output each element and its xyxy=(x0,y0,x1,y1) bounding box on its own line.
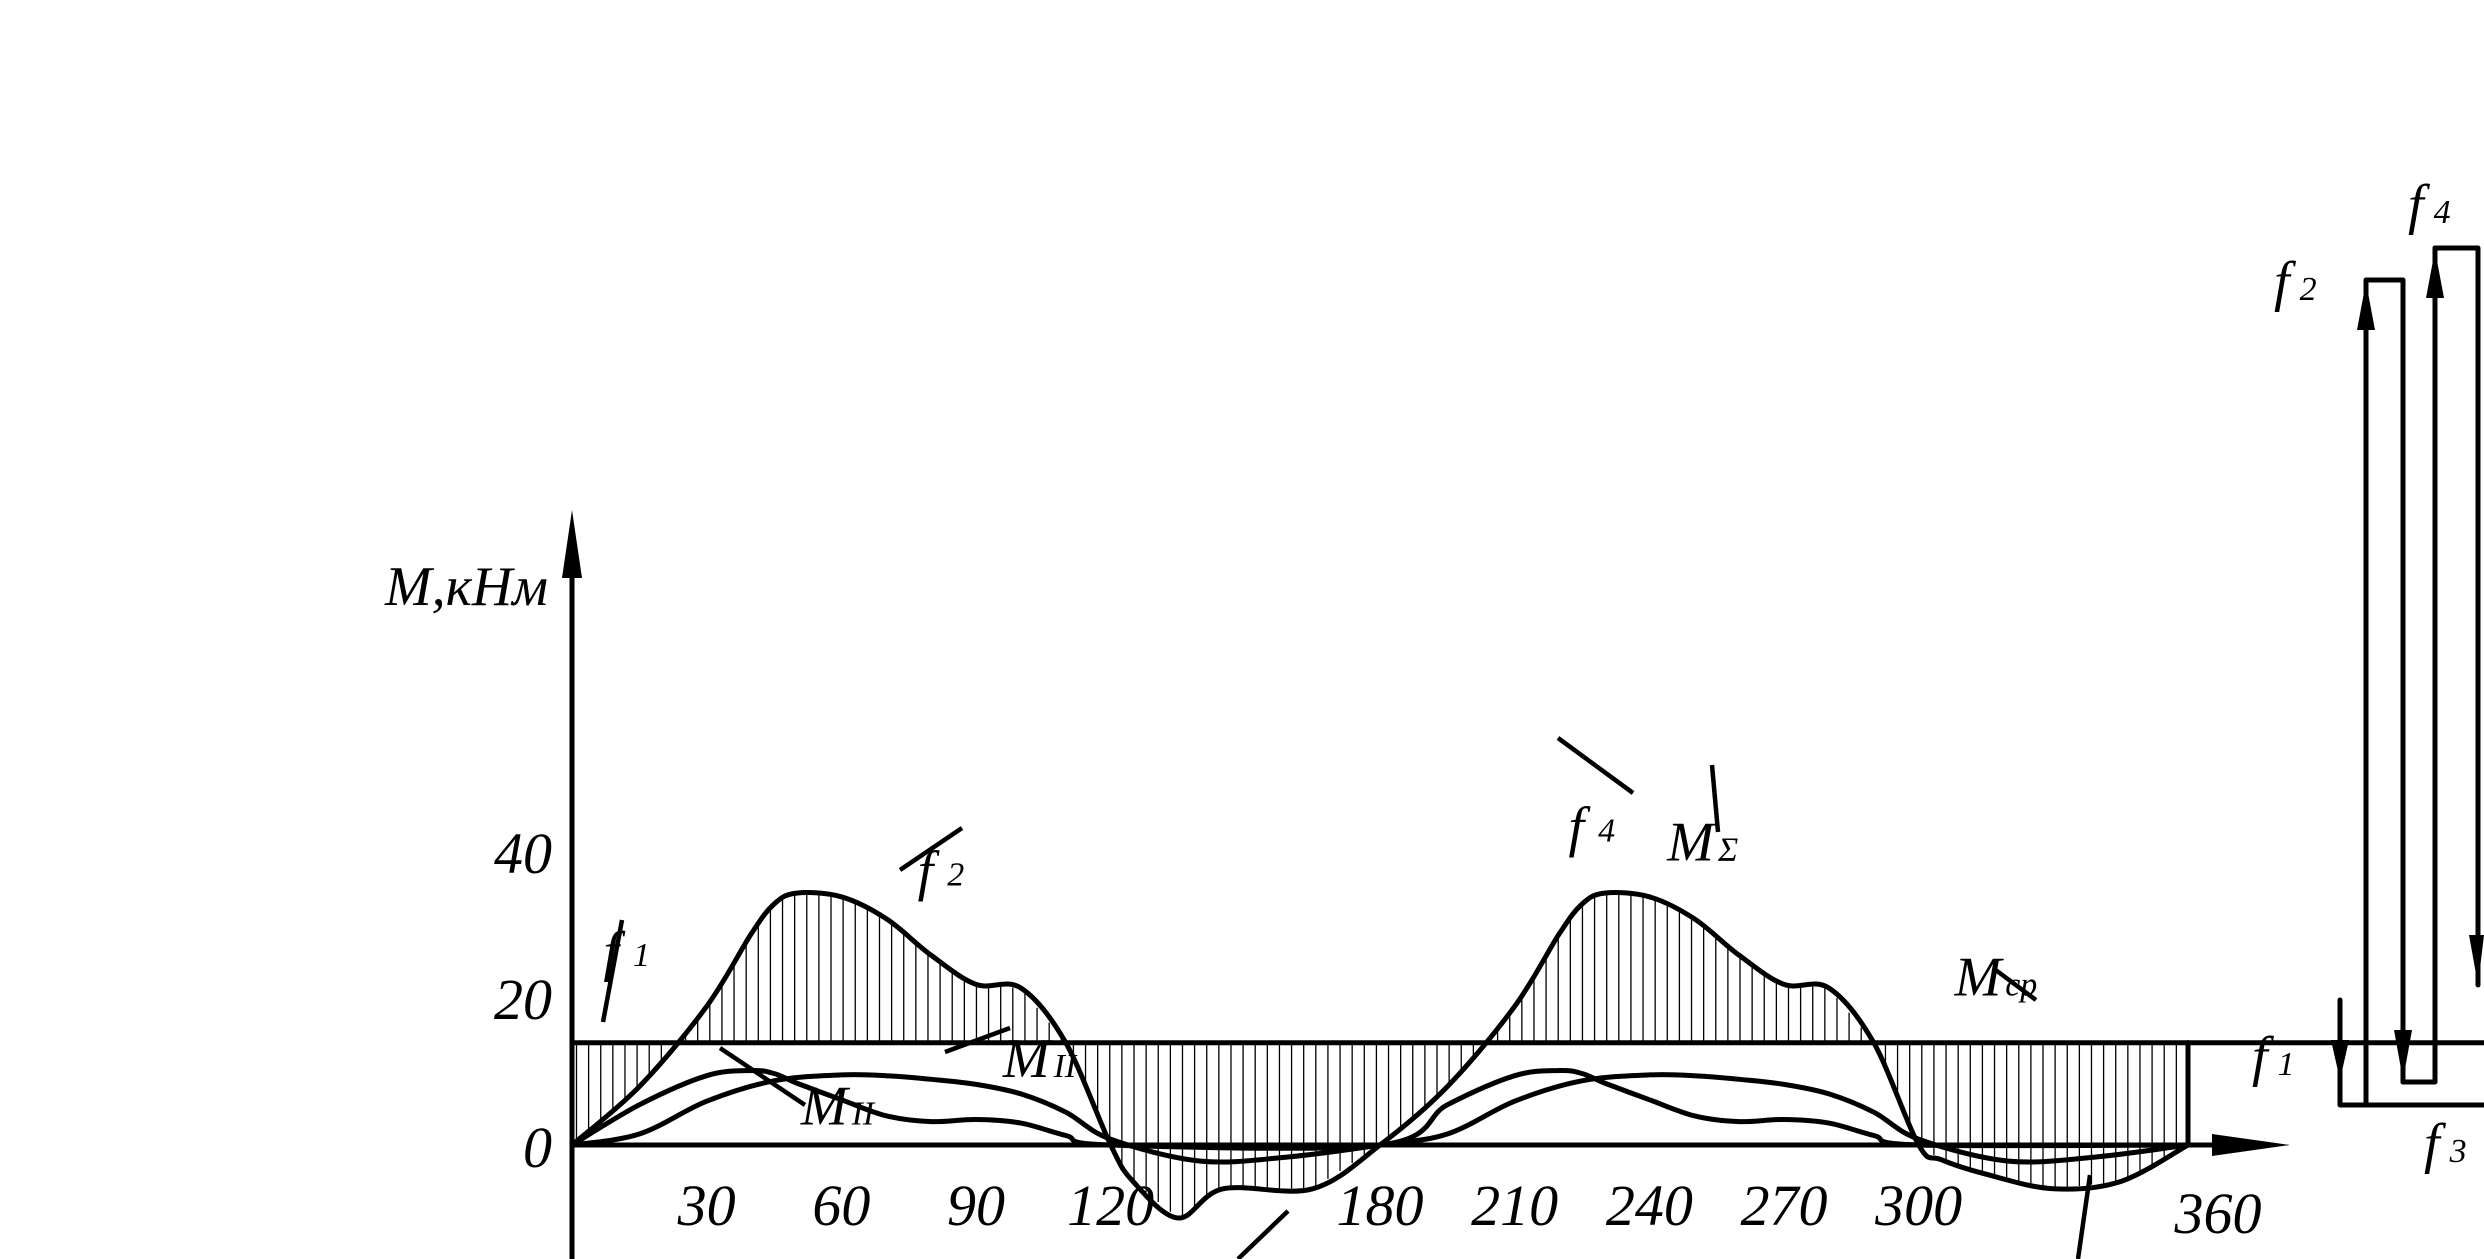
x-tick-label: 180 xyxy=(1337,1173,1424,1238)
x-tick-label: 210 xyxy=(1471,1173,1558,1238)
bar-f1 xyxy=(2337,997,2369,1108)
x-tick-label: 30 xyxy=(677,1173,736,1238)
y-tick-label: 40 xyxy=(494,821,552,886)
leader-mii-upper xyxy=(944,1025,1011,1055)
x-tick-label: 270 xyxy=(1741,1173,1828,1238)
x-tick-label: 60 xyxy=(812,1173,870,1238)
series-group xyxy=(569,890,2484,1221)
leader-lines xyxy=(600,736,2093,1259)
y-axis-arrow xyxy=(562,510,582,578)
hatching xyxy=(575,893,2177,1216)
arrow-f5 xyxy=(2469,935,2484,985)
bar-f2 xyxy=(2363,277,2406,1108)
tick-labels: 30 60 90 120 180 210 240 270 300 360 0 20 40 xyxy=(494,821,2262,1246)
bar-f4 xyxy=(2432,245,2481,988)
x-tick-label: 360 xyxy=(2174,1181,2262,1246)
leader-mii-lower xyxy=(718,1046,807,1107)
leader-msigma xyxy=(1709,764,1721,833)
series-mii-2 xyxy=(569,1067,2191,1151)
leader-f4 xyxy=(1556,736,1635,795)
x-tick-label: 120 xyxy=(1067,1173,1154,1238)
y-axis-label: M,кНм xyxy=(384,556,548,618)
y-tick-label: 20 xyxy=(494,967,552,1032)
leader-bottom-2 xyxy=(2075,1174,2093,1259)
y-tick-label: 0 xyxy=(523,1115,552,1180)
arrow-f3 xyxy=(2394,1030,2412,1080)
annotation-label: M II xyxy=(1002,1028,1078,1090)
arrow-f2 xyxy=(2357,282,2375,330)
x-tick-label: 90 xyxy=(947,1173,1005,1238)
leader-bottom-1 xyxy=(1236,1209,1290,1259)
leader-f2 xyxy=(898,826,964,872)
bar-f3 xyxy=(2400,245,2438,1085)
x-axis-arrow xyxy=(2212,1134,2290,1156)
arrow-f1 xyxy=(2331,1040,2349,1080)
x-tick-label: 300 xyxy=(1874,1173,1962,1238)
leader-f1 xyxy=(600,919,625,1023)
annotation-label: M II xyxy=(800,1076,876,1138)
leader-mcp xyxy=(1991,966,2038,1002)
arrow-f4 xyxy=(2426,250,2444,298)
x-tick-label: 240 xyxy=(1606,1173,1693,1238)
